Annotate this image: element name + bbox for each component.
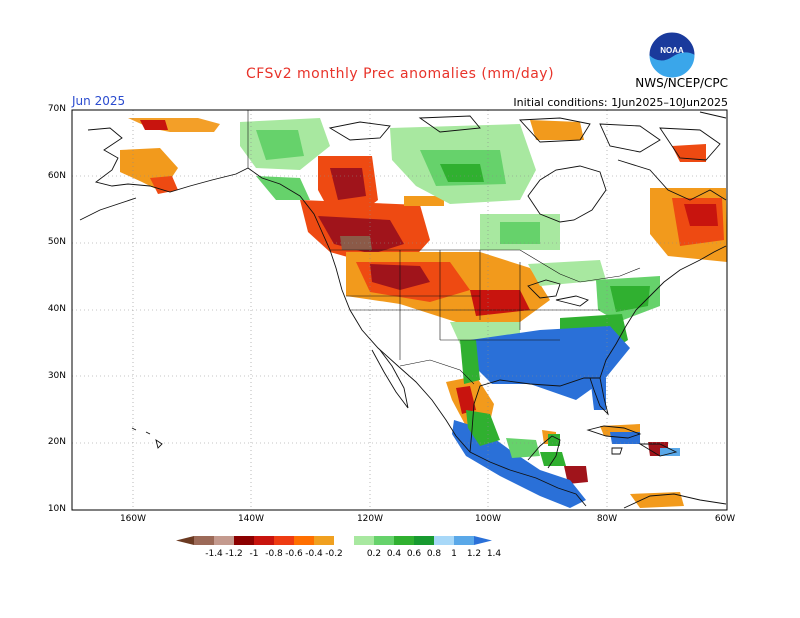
colorbar-tick-label: -1.2 [225,549,243,559]
lon-label: 160W [119,514,147,524]
dry-anomaly-regions [120,118,727,508]
colorbar-arrow-right [474,536,492,545]
colorbar [176,536,492,545]
lon-label: 80W [596,514,618,524]
colorbar-swatch [274,536,294,545]
map-area [71,109,728,511]
colorbar-tick-label: 0.2 [366,549,382,559]
colorbar-swatch [354,536,374,545]
colorbar-tick-label: -0.4 [305,549,323,559]
lon-label: 120W [356,514,384,524]
colorbar-tick-label: -0.2 [325,549,343,559]
political-borders [247,110,641,385]
lon-label: 60W [714,514,736,524]
lat-label: 50N [47,237,66,247]
colorbar-tick-label: 0.8 [426,549,442,559]
lat-label: 40N [47,304,66,314]
colorbar-tick-label: 1.4 [486,549,502,559]
noaa-logo-icon: NOAA [648,31,696,79]
colorbar-swatch [434,536,454,545]
colorbar-swatch [214,536,234,545]
colorbar-swatch [394,536,414,545]
initial-conditions-label: Initial conditions: 1Jun2025–10Jun2025 [513,96,728,109]
colorbar-swatch [194,536,214,545]
svg-text:NOAA: NOAA [660,46,684,55]
month-label: Jun 2025 [72,94,126,108]
lat-label: 30N [47,371,66,381]
lon-label: 140W [237,514,265,524]
lat-label: 70N [47,104,66,114]
colorbar-tick-label: 0.4 [386,549,402,559]
colorbar-tick-label: -1.4 [205,549,223,559]
lat-label: 20N [47,437,66,447]
colorbar-swatch [234,536,254,545]
colorbar-swatch [254,536,274,545]
coastlines [79,111,727,509]
lon-label: 100W [474,514,502,524]
colorbar-tick-label: 1 [451,549,457,559]
colorbar-tick-label: 1.2 [466,549,482,559]
colorbar-swatch [294,536,314,545]
colorbar-swatch [374,536,394,545]
colorbar-swatch [414,536,434,545]
lat-label: 10N [47,504,66,514]
colorbar-tick-label: -1 [249,549,259,559]
colorbar-swatch [454,536,474,545]
colorbar-swatch [314,536,334,545]
agency-label: NWS/NCEP/CPC [635,76,728,90]
colorbar-tick-label: -0.8 [265,549,283,559]
colorbar-arrow-left [176,536,194,545]
colorbar-tick-label: -0.6 [285,549,303,559]
map-title: CFSv2 monthly Prec anomalies (mm/day) [245,66,555,82]
colorbar-tick-label: 0.6 [406,549,422,559]
lat-label: 60N [47,171,66,181]
wet-anomaly-regions [240,118,680,508]
colorbar-swatch [334,536,354,545]
